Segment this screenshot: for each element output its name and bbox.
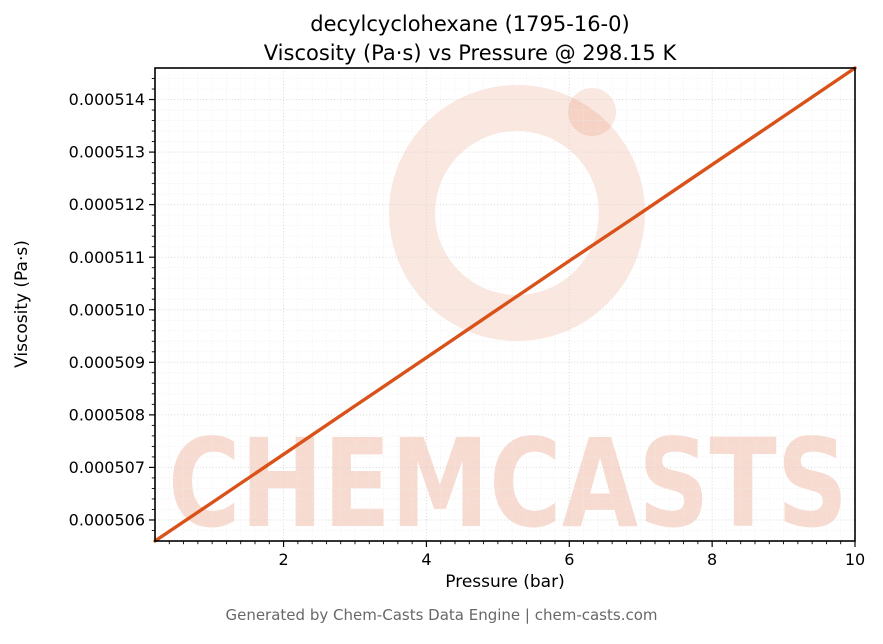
watermark-text: CHEMCASTS (168, 413, 848, 555)
x-tick-label: 8 (707, 550, 717, 569)
minor-tick-marks (151, 78, 842, 545)
x-tick-label: 10 (845, 550, 865, 569)
y-tick-label: 0.000509 (69, 353, 145, 372)
footer-credit: Generated by Chem-Casts Data Engine | ch… (225, 606, 658, 624)
y-axis-label: Viscosity (Pa·s) (12, 240, 32, 368)
plot-border (154, 67, 856, 542)
y-tick-label: 0.000507 (69, 458, 145, 477)
y-tick-label: 0.000514 (69, 90, 145, 109)
chart-title-line2: Viscosity (Pa·s) vs Pressure @ 298.15 K (263, 41, 677, 65)
x-tick-label: 2 (278, 550, 288, 569)
y-tick-label: 0.000511 (69, 248, 145, 267)
watermark-group: CHEMCASTS (168, 85, 848, 555)
tick-labels: 2 4 6 8 10 0.000506 0.000507 0.000508 0.000509 0.… (69, 90, 866, 569)
y-tick-label: 0.000513 (69, 143, 145, 162)
x-tick-label: 4 (421, 550, 431, 569)
tick-marks (149, 98, 856, 547)
grid-major (155, 68, 856, 541)
watermark-logo-blob (568, 88, 616, 136)
y-tick-label: 0.000512 (69, 195, 145, 214)
y-tick-label: 0.000506 (69, 511, 145, 530)
x-axis-label: Pressure (bar) (445, 572, 565, 592)
chart-title-line1: decylcyclohexane (1795-16-0) (310, 12, 630, 36)
viscosity-line (153, 66, 857, 543)
y-tick-label: 0.000510 (69, 300, 145, 319)
watermark-logo-ring (389, 85, 645, 341)
x-tick-label: 6 (564, 550, 574, 569)
grid-minor (155, 68, 855, 541)
y-tick-label: 0.000508 (69, 405, 145, 424)
chart-title: decylcyclohexane (1795-16-0) Viscosity (… (90, 10, 850, 68)
